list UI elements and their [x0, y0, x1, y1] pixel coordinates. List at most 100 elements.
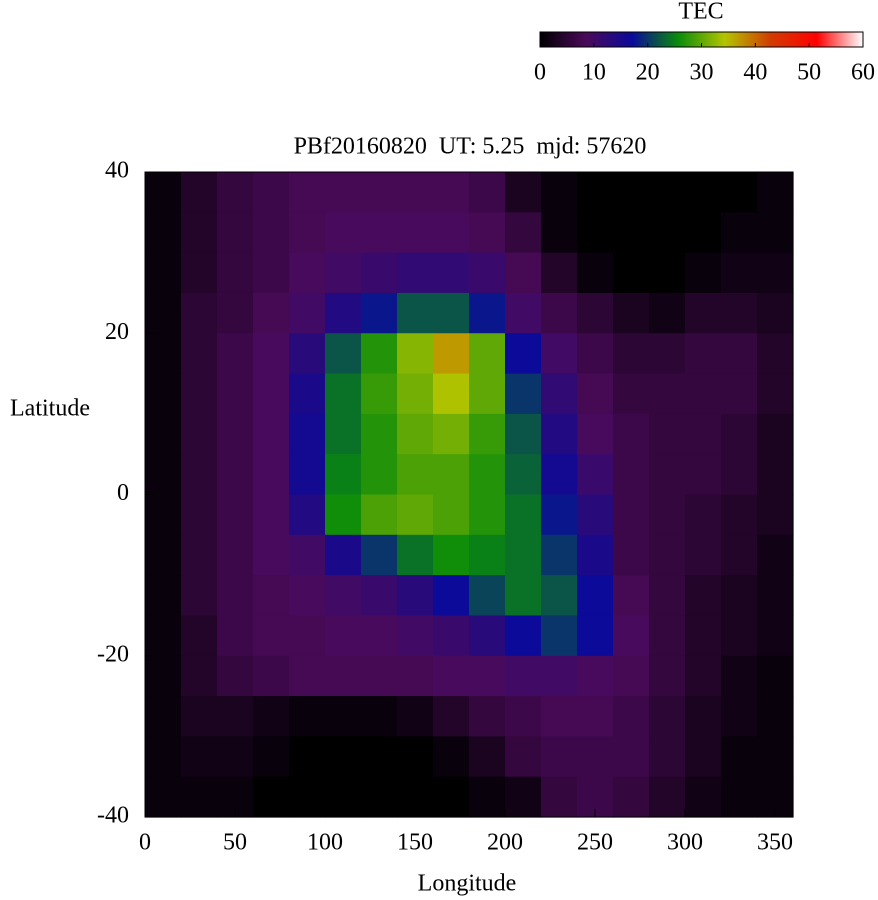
- heatmap-cell: [433, 494, 470, 536]
- heatmap-cell: [181, 776, 218, 818]
- heatmap-cell: [397, 212, 434, 254]
- heatmap-cell: [145, 494, 182, 536]
- heatmap-cell: [649, 212, 686, 254]
- heatmap-cell: [577, 494, 614, 536]
- heatmap-cell: [289, 252, 326, 294]
- heatmap-cell: [469, 736, 506, 778]
- heatmap: [145, 172, 794, 818]
- heatmap-cell: [469, 333, 506, 375]
- heatmap-cell: [541, 252, 578, 294]
- heatmap-cell: [253, 292, 290, 334]
- heatmap-cell: [433, 333, 470, 375]
- heatmap-cell: [217, 172, 254, 213]
- heatmap-cell: [685, 292, 722, 334]
- heatmap-cell: [433, 252, 470, 294]
- heatmap-cell: [181, 252, 218, 294]
- heatmap-cell: [505, 172, 542, 213]
- heatmap-cell: [685, 252, 722, 294]
- heatmap-cell: [613, 413, 650, 455]
- heatmap-cell: [649, 736, 686, 778]
- heatmap-cell: [397, 252, 434, 294]
- heatmap-cell: [649, 655, 686, 697]
- colorbar-tick-label: 40: [743, 60, 767, 86]
- colorbar-tick-label: 50: [797, 60, 821, 86]
- heatmap-cell: [541, 373, 578, 415]
- x-tick-label: 250: [577, 830, 613, 856]
- heatmap-cell: [253, 655, 290, 697]
- heatmap-cell: [361, 172, 398, 213]
- heatmap-cell: [649, 413, 686, 455]
- heatmap-cell: [181, 696, 218, 737]
- heatmap-cell: [685, 413, 722, 455]
- heatmap-cell: [577, 172, 614, 213]
- heatmap-cell: [505, 534, 542, 576]
- x-tick-label: 350: [757, 830, 793, 856]
- heatmap-cell: [253, 736, 290, 778]
- heatmap-cell: [613, 534, 650, 576]
- heatmap-cell: [433, 575, 470, 617]
- heatmap-cell: [685, 776, 722, 818]
- heatmap-cell: [649, 575, 686, 617]
- heatmap-cell: [541, 454, 578, 496]
- heatmap-cell: [649, 615, 686, 657]
- heatmap-cell: [757, 615, 794, 657]
- heatmap-cell: [361, 776, 398, 818]
- heatmap-cell: [325, 776, 362, 818]
- heatmap-cell: [289, 575, 326, 617]
- heatmap-cell: [325, 575, 362, 617]
- heatmap-cell: [577, 655, 614, 697]
- heatmap-cell: [361, 413, 398, 455]
- heatmap-cell: [433, 413, 470, 455]
- heatmap-cell: [469, 494, 506, 536]
- heatmap-cell: [253, 696, 290, 737]
- heatmap-cell: [325, 252, 362, 294]
- heatmap-cell: [325, 454, 362, 496]
- heatmap-cell: [145, 575, 182, 617]
- heatmap-cell: [469, 615, 506, 657]
- heatmap-cell: [253, 615, 290, 657]
- heatmap-cell: [289, 454, 326, 496]
- heatmap-cell: [181, 413, 218, 455]
- heatmap-cell: [361, 494, 398, 536]
- heatmap-cell: [361, 534, 398, 576]
- heatmap-cell: [577, 413, 614, 455]
- heatmap-cell: [289, 534, 326, 576]
- heatmap-cell: [289, 494, 326, 536]
- x-tick-label: 300: [667, 830, 703, 856]
- heatmap-cell: [577, 454, 614, 496]
- heatmap-cell: [757, 655, 794, 697]
- heatmap-cell: [649, 776, 686, 818]
- heatmap-cell: [217, 373, 254, 415]
- heatmap-cell: [145, 655, 182, 697]
- heatmap-cell: [757, 454, 794, 496]
- heatmap-cell: [649, 292, 686, 334]
- heatmap-cell: [721, 494, 758, 536]
- heatmap-cell: [721, 575, 758, 617]
- heatmap-cell: [325, 534, 362, 576]
- heatmap-cell: [721, 292, 758, 334]
- heatmap-cell: [469, 454, 506, 496]
- heatmap-cell: [613, 172, 650, 213]
- heatmap-cell: [289, 292, 326, 334]
- heatmap-cell: [757, 575, 794, 617]
- heatmap-cell: [325, 655, 362, 697]
- heatmap-cell: [505, 333, 542, 375]
- heatmap-cell: [757, 292, 794, 334]
- heatmap-cell: [721, 333, 758, 375]
- heatmap-cell: [397, 494, 434, 536]
- heatmap-cell: [541, 615, 578, 657]
- heatmap-cell: [649, 373, 686, 415]
- heatmap-cell: [577, 696, 614, 737]
- heatmap-cell: [433, 736, 470, 778]
- heatmap-cell: [361, 575, 398, 617]
- heatmap-cell: [541, 575, 578, 617]
- heatmap-cell: [361, 655, 398, 697]
- heatmap-cell: [145, 454, 182, 496]
- heatmap-cell: [649, 696, 686, 737]
- heatmap-cell: [577, 575, 614, 617]
- heatmap-cell: [145, 373, 182, 415]
- heatmap-cell: [361, 252, 398, 294]
- heatmap-cell: [721, 736, 758, 778]
- heatmap-cell: [433, 212, 470, 254]
- heatmap-cell: [325, 413, 362, 455]
